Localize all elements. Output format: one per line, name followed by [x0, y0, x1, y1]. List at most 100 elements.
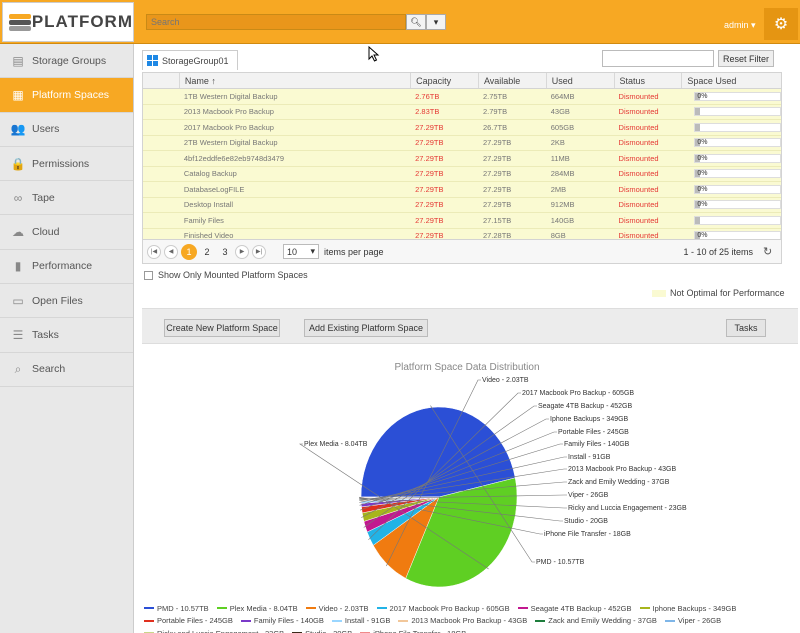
search-input[interactable]	[146, 14, 406, 30]
page-size-select[interactable]: 10 ▾	[283, 244, 319, 259]
table-row[interactable]: 4bf12eddfe6e82eb9748d3479 27.29TB 27.29TB 1…	[143, 151, 781, 167]
legend-swatch	[240, 619, 251, 622]
legend-item[interactable]: Zack and Emily Wedding - 37GB	[535, 615, 657, 626]
settings-button[interactable]: ⚙	[764, 8, 798, 40]
search-button[interactable]: 🔍︎	[406, 14, 426, 30]
pie-label: Seagate 4TB Backup - 452GB	[538, 403, 632, 410]
space-used-fill	[695, 139, 701, 147]
column-header-name[interactable]: Name ↑	[178, 73, 410, 88]
sidebar-item-label: Users	[32, 123, 60, 136]
tasks-button[interactable]: Tasks	[726, 319, 766, 337]
page-number-1[interactable]: 1	[181, 243, 197, 260]
reset-filter-button[interactable]: Reset Filter	[718, 50, 774, 67]
table-row[interactable]: Desktop Install 27.29TB 27.29TB 912MB Dismou…	[143, 197, 781, 213]
space-used-bar: 0%	[694, 153, 781, 163]
column-header-used[interactable]: Used	[545, 73, 614, 88]
cell-capacity: 27.29TB	[415, 231, 444, 239]
tab-storage-group[interactable]: StorageGroup01	[142, 50, 238, 70]
column-header-space-used[interactable]: Space Used	[681, 73, 781, 88]
page-number-2[interactable]: 2	[204, 246, 210, 257]
caret-down-icon: ▾	[751, 20, 756, 30]
column-header-capacity[interactable]: Capacity	[410, 73, 478, 88]
show-mounted-checkbox[interactable]	[144, 270, 153, 280]
legend-item[interactable]: 2017 Macbook Pro Backup - 605GB	[376, 603, 510, 614]
cell-status: Dismounted	[618, 200, 659, 210]
create-platform-space-button[interactable]: Create New Platform Space	[164, 319, 280, 337]
table-row[interactable]: 1TB Western Digital Backup 2.76TB 2.75TB 66…	[143, 89, 781, 105]
space-used-percent: 0%	[697, 92, 708, 100]
cell-name: DatabaseLogFILE	[183, 184, 245, 194]
legend-item[interactable]: Ricky and Luccia Engagement - 23GB	[144, 628, 284, 633]
sidebar-item-tasks[interactable]: ☰ Tasks	[0, 318, 133, 353]
show-mounted-label: Show Only Mounted Platform Spaces	[158, 270, 308, 280]
users-icon: 👥	[10, 122, 26, 137]
table-row[interactable]: Finished Video 27.29TB 27.28TB 8GB Dismounte…	[143, 228, 781, 239]
column-header-status[interactable]: Status	[613, 73, 682, 88]
cell-available: 27.15TB	[482, 215, 512, 225]
pie-label-leader	[386, 379, 481, 567]
legend-item[interactable]: Plex Media - 8.04TB	[216, 603, 298, 614]
sidebar-item-tape[interactable]: ∞ Tape	[0, 181, 133, 216]
add-existing-platform-space-button[interactable]: Add Existing Platform Space	[304, 319, 428, 337]
sidebar-item-permissions[interactable]: 🔒 Permissions	[0, 147, 133, 182]
space-used-fill	[695, 201, 701, 209]
legend-item[interactable]: Viper - 26GB	[664, 615, 721, 626]
table-row[interactable]: 2TB Western Digital Backup 27.29TB 27.29TB…	[143, 135, 781, 151]
legend-label: Portable Files - 245GB	[157, 616, 233, 625]
legend-item[interactable]: Family Files - 140GB	[240, 615, 324, 626]
sidebar-item-platform-spaces[interactable]: ▦ Platform Spaces	[0, 78, 133, 113]
pie-slice-plex-media[interactable]	[405, 477, 518, 588]
search-options-button[interactable]: ▾	[426, 14, 446, 30]
first-page-button[interactable]: |◀	[147, 244, 161, 259]
legend-item[interactable]: Studio - 20GB	[292, 628, 352, 633]
space-used-percent: 0%	[697, 185, 708, 193]
chart-legend: PMD - 10.57TB Plex Media - 8.04TB Video - …	[144, 601, 794, 633]
sidebar-item-label: Tasks	[32, 329, 59, 342]
sort-asc-icon: ↑	[211, 75, 216, 86]
pie-label-leader	[368, 392, 521, 540]
sidebar-item-performance[interactable]: ▮ Performance	[0, 250, 133, 285]
legend-item[interactable]: Iphone Backups - 349GB	[639, 603, 736, 614]
pie-label-leader	[359, 431, 557, 511]
legend-swatch	[216, 607, 227, 609]
space-used-fill	[695, 123, 701, 131]
user-menu[interactable]: admin ▾	[724, 20, 756, 31]
column-header-available[interactable]: Available	[477, 73, 546, 88]
refresh-icon[interactable]: ↻	[763, 246, 773, 258]
cell-available: 27.29TB	[482, 200, 512, 210]
pie-label: PMD - 10.57TB	[536, 559, 585, 566]
legend-item[interactable]: 2013 Macbook Pro Backup - 43GB	[398, 615, 527, 626]
table-row[interactable]: 2013 Macbook Pro Backup 2.83TB 2.79TB 43GB D…	[143, 104, 781, 120]
prev-page-button[interactable]: ◀	[164, 244, 178, 259]
cell-name: Finished Video	[183, 231, 234, 239]
legend-item[interactable]: PMD - 10.57TB	[144, 603, 209, 614]
legend-item[interactable]: Seagate 4TB Backup - 452GB	[517, 603, 632, 614]
filter-input[interactable]	[602, 50, 714, 67]
cell-capacity: 27.29TB	[415, 138, 444, 148]
sidebar-item-open-files[interactable]: ▭ Open Files	[0, 284, 133, 319]
legend-label: Video - 2.03TB	[318, 603, 369, 613]
platform-space-icon: ▦	[12, 87, 24, 102]
next-page-button[interactable]: ▶	[235, 244, 249, 259]
table-row[interactable]: Catalog Backup 27.29TB 27.29TB 284MB Dismoun…	[143, 166, 781, 182]
legend-item[interactable]: Install - 91GB	[331, 615, 390, 626]
sidebar-item-cloud[interactable]: ☁ Cloud	[0, 215, 133, 250]
table-row[interactable]: 2017 Macbook Pro Backup 27.29TB 26.7TB 605G…	[143, 120, 781, 136]
app-logo[interactable]: PLATFORM	[2, 2, 134, 42]
show-mounted-toggle[interactable]: Show Only Mounted Platform Spaces	[144, 270, 308, 280]
sidebar-item-storage-groups[interactable]: ▤ Storage Groups	[0, 44, 133, 79]
sidebar-item-label: Search	[32, 363, 66, 376]
legend-item[interactable]: Video - 2.03TB	[305, 603, 369, 614]
legend-item[interactable]: Portable Files - 245GB	[144, 615, 233, 626]
table-row[interactable]: DatabaseLogFILE 27.29TB 27.29TB 2MB Dismount…	[143, 182, 781, 198]
cell-available: 27.29TB	[482, 169, 512, 179]
legend-item[interactable]: iPhone File Transfer - 18GB	[360, 628, 466, 633]
page-number-3[interactable]: 3	[222, 246, 228, 257]
pie-slice-pmd[interactable]	[360, 406, 516, 498]
table-row[interactable]: Family Files 27.29TB 27.15TB 140GB Dismounte…	[143, 213, 781, 229]
pie-label-leader	[359, 468, 567, 502]
sidebar-item-users[interactable]: 👥 Users	[0, 113, 133, 147]
last-page-button[interactable]: ▶|	[252, 244, 266, 259]
sidebar-item-label: Open Files	[32, 294, 83, 307]
sidebar-item-search[interactable]: ⌕ Search	[0, 353, 133, 387]
